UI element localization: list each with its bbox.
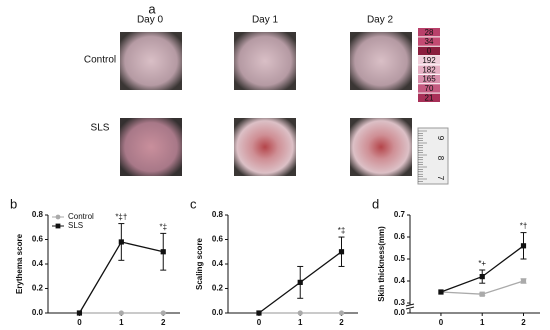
significance-label: *‡† — [115, 213, 127, 222]
y-tick-label: 0.5 — [394, 254, 406, 263]
swatch-label: 0 — [427, 47, 432, 56]
row-label: Control — [84, 55, 116, 66]
y-tick-label: 0.6 — [212, 235, 224, 244]
legend-marker — [55, 223, 61, 229]
swatch — [418, 56, 440, 65]
data-point — [297, 310, 303, 316]
legend-label: Control — [68, 212, 94, 221]
swatch — [418, 65, 440, 74]
panel-label: a — [148, 1, 156, 16]
data-point — [338, 310, 345, 316]
data-point — [520, 243, 527, 249]
x-tick-label: 2 — [339, 318, 344, 327]
data-point — [297, 279, 303, 285]
x-tick-label: 1 — [119, 318, 124, 327]
legend-marker — [55, 214, 61, 220]
photo — [120, 118, 182, 176]
y-tick-label: 0.4 — [212, 259, 224, 268]
swatch — [418, 74, 440, 84]
column-header: Day 2 — [367, 15, 394, 26]
x-tick-label: 2 — [161, 318, 166, 327]
significance-label: *‡ — [338, 226, 346, 235]
significance-label: *‡ — [159, 222, 167, 231]
y-tick-label: 0.6 — [394, 232, 406, 241]
axis-break — [405, 306, 415, 310]
swatch-label: 21 — [425, 93, 434, 102]
x-tick-label: 0 — [439, 318, 444, 327]
y-tick-label: 0.2 — [212, 284, 224, 293]
swatch-label: 192 — [422, 56, 436, 65]
ruler-label: 9 — [436, 136, 445, 141]
photo — [234, 118, 296, 176]
x-tick-label: 0 — [257, 318, 262, 327]
axis-break — [405, 303, 415, 307]
photo — [350, 32, 412, 90]
y-tick-label: 0.7 — [394, 210, 406, 219]
data-point — [118, 239, 124, 245]
data-point — [160, 310, 166, 316]
panel-label: c — [190, 196, 197, 211]
data-point — [520, 278, 527, 284]
ruler-label: 7 — [436, 176, 445, 181]
ruler-label: 8 — [436, 156, 445, 161]
x-tick-label: 1 — [480, 318, 485, 327]
photo — [350, 118, 412, 176]
panel-label: d — [372, 196, 379, 211]
swatch — [418, 37, 440, 46]
swatch-label: 165 — [422, 75, 436, 84]
y-tick-label: 0.6 — [32, 235, 44, 244]
column-header: Day 1 — [252, 15, 279, 26]
y-tick-label: 0.2 — [32, 284, 44, 293]
y-axis-label: Erythema score — [15, 233, 24, 294]
swatch — [418, 28, 440, 37]
data-point — [338, 249, 345, 255]
data-point — [256, 310, 262, 316]
y-tick-label: 0.4 — [394, 276, 406, 285]
data-point — [118, 310, 124, 316]
swatch-label: 182 — [422, 65, 436, 74]
swatch-label: 34 — [425, 37, 434, 46]
y-tick-label: 0.3 — [394, 298, 406, 307]
data-point — [479, 291, 485, 297]
data-point — [160, 249, 166, 255]
significance-label: *+ — [478, 259, 486, 268]
y-tick-label: 0.0 — [394, 308, 406, 317]
y-tick-label: 0.8 — [212, 210, 224, 219]
swatch — [418, 93, 440, 102]
panel-label: b — [10, 196, 17, 211]
swatch — [418, 84, 440, 93]
column-header: Day 0 — [137, 15, 164, 26]
swatch — [418, 46, 440, 56]
y-tick-label: 0.0 — [212, 308, 224, 317]
legend-label: SLS — [68, 221, 83, 230]
x-tick-label: 0 — [77, 318, 82, 327]
data-point — [479, 274, 485, 280]
axis-break — [406, 305, 414, 309]
data-point — [76, 310, 83, 316]
y-tick-label: 0.4 — [32, 259, 44, 268]
swatch-label: 70 — [425, 84, 434, 93]
y-axis-label: Scaling score — [195, 237, 204, 290]
x-tick-label: 1 — [298, 318, 303, 327]
x-tick-label: 2 — [521, 318, 526, 327]
row-label: SLS — [91, 123, 110, 134]
photo — [234, 32, 296, 90]
y-tick-label: 0.8 — [32, 210, 44, 219]
ruler — [417, 127, 449, 185]
y-tick-label: 0.0 — [32, 308, 44, 317]
data-point — [438, 289, 444, 295]
photo — [120, 32, 182, 90]
swatch-label: 28 — [425, 28, 434, 37]
significance-label: *† — [520, 222, 528, 231]
y-axis-label: Skin thickness(mm) — [377, 226, 386, 302]
